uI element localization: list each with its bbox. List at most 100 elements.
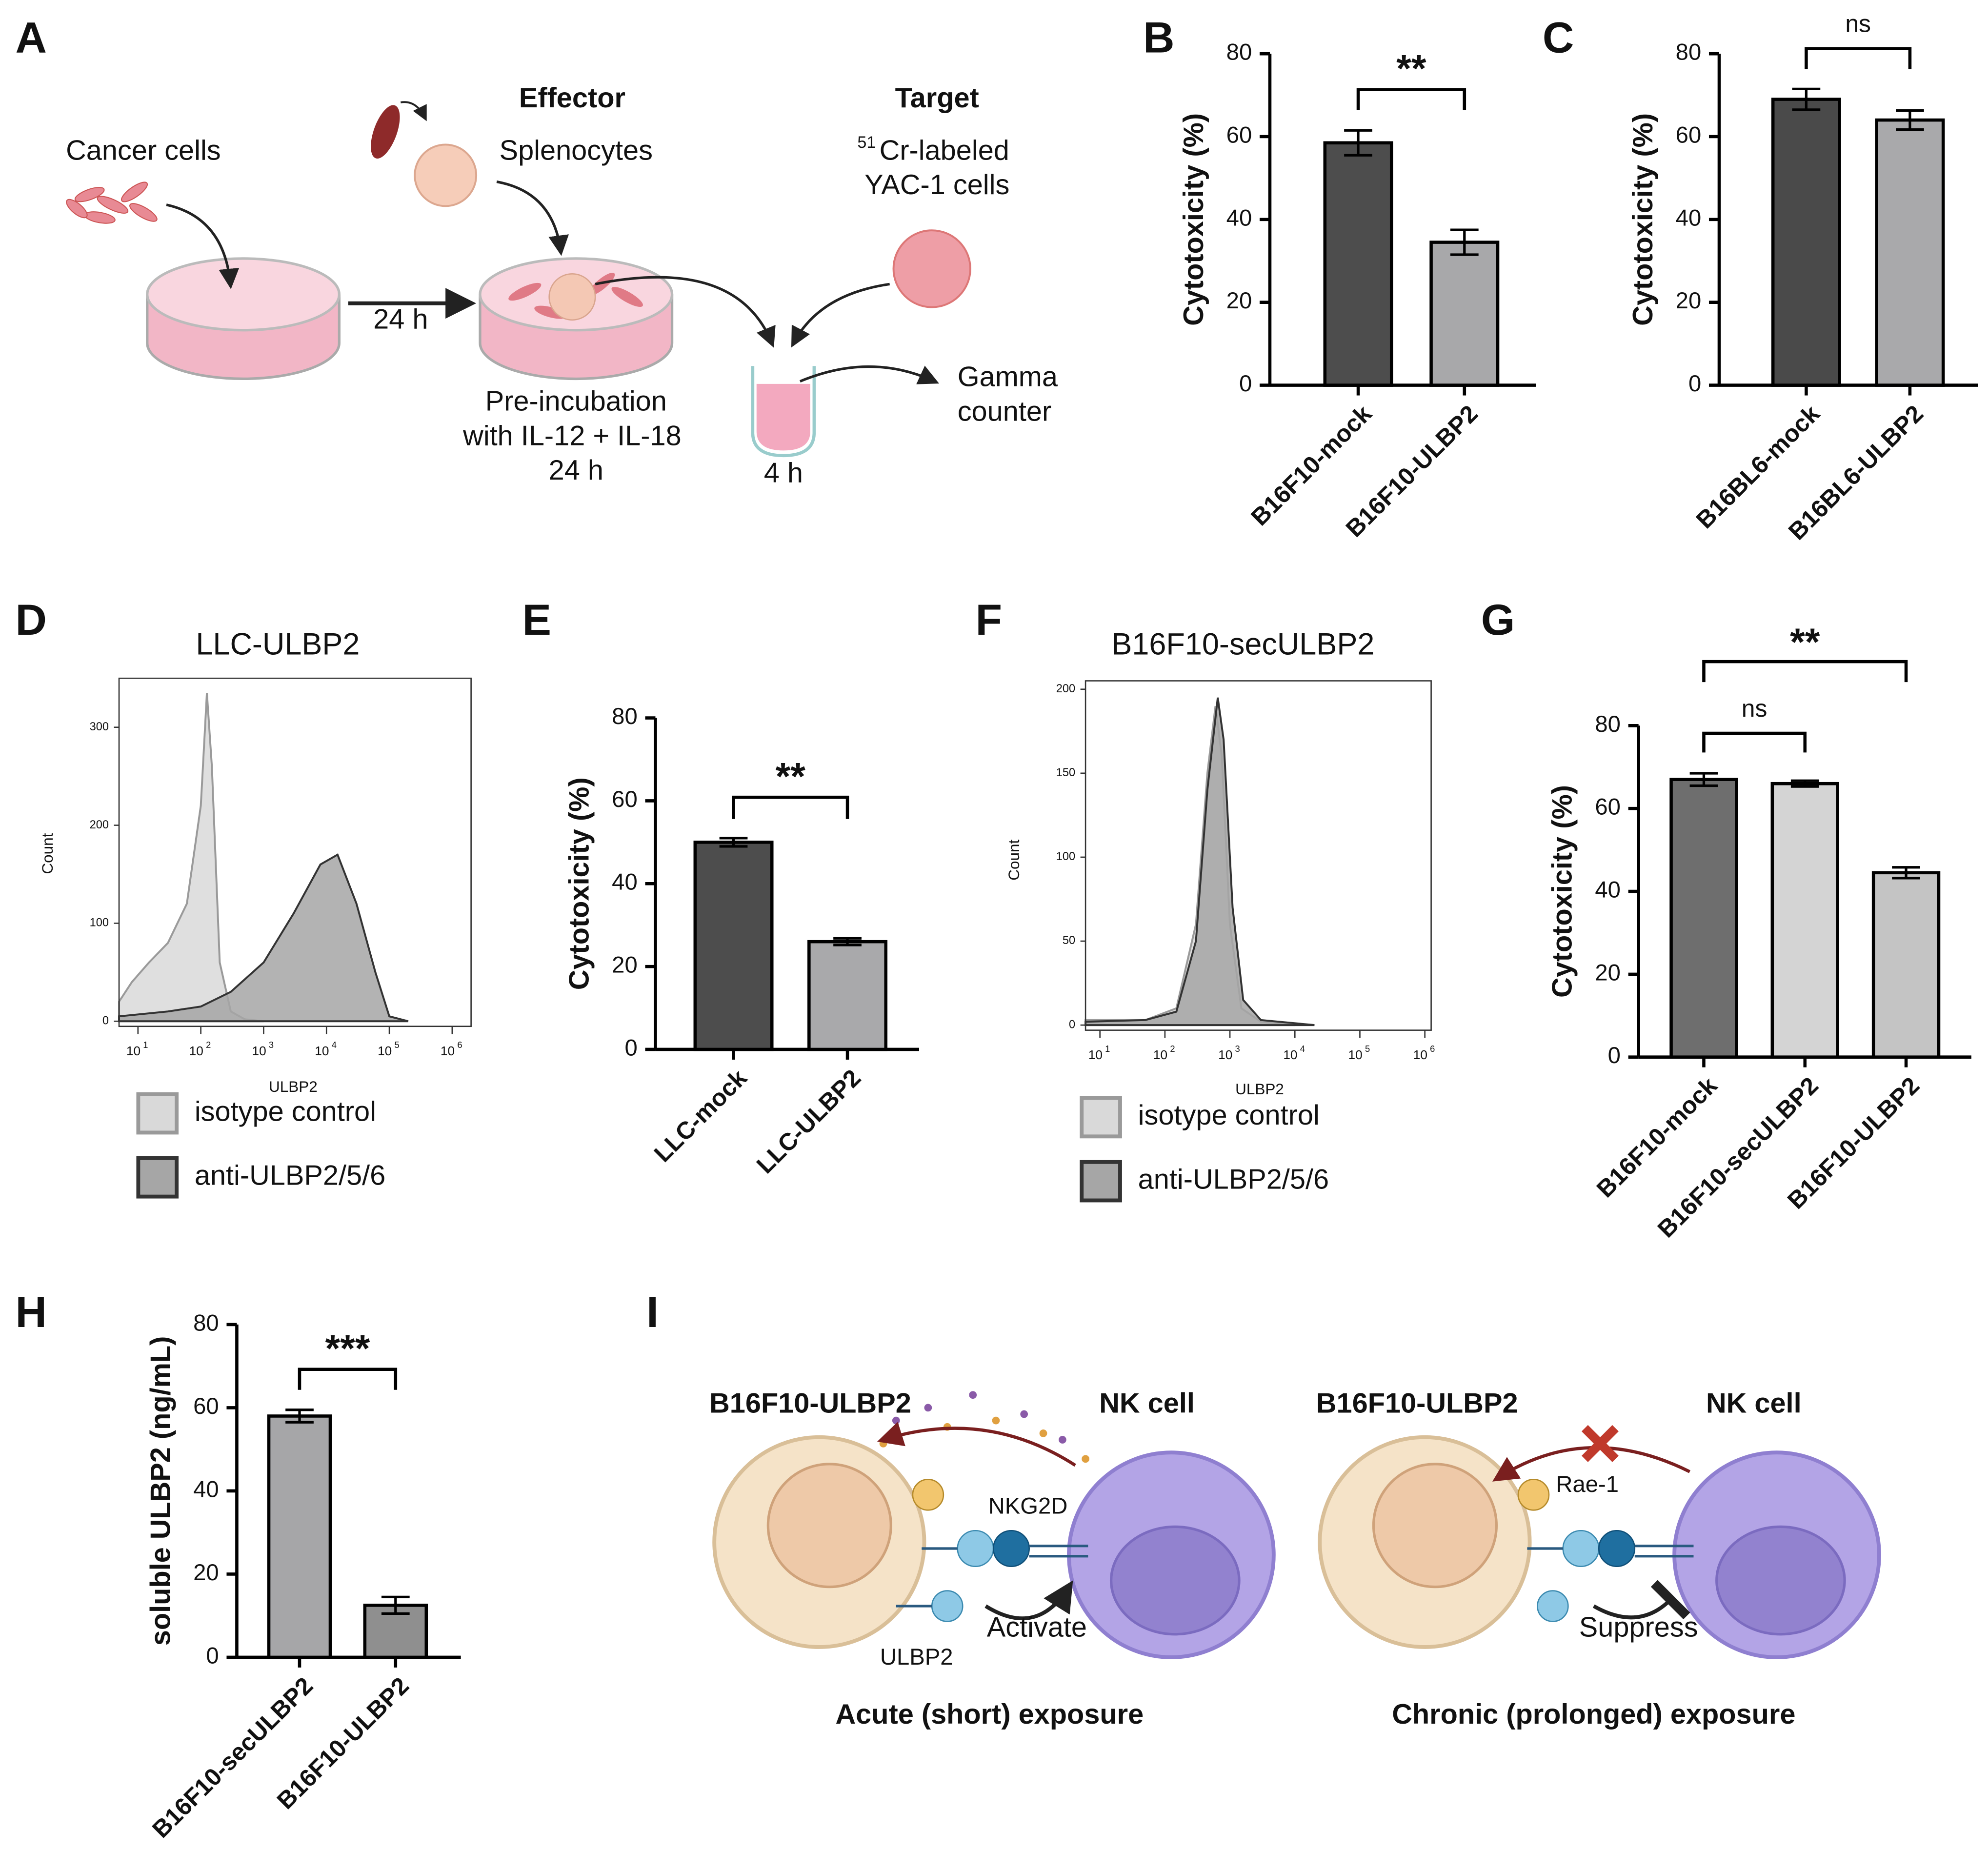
x-tick-label: 10 [1153,1047,1167,1062]
caption: Acute (short) exposure [835,1699,1144,1730]
chart-panel: E 0 20 40 60 80 Cytotoxicity (%) LLC-mockLLC-UL… [522,595,919,1179]
y-tick-label: 20 [612,952,638,978]
bar [807,940,888,1051]
y-tick-label: 100 [1056,850,1075,863]
significance-bracket [1702,731,1807,753]
x-tick-label: 10 [252,1044,266,1058]
y-tick-label: 40 [193,1476,219,1502]
label: counter [958,396,1051,427]
y-tick-label: 80 [1226,40,1252,65]
x-tick-label: 10 [378,1044,392,1058]
legend-label: anti-ULBP2/5/6 [195,1160,385,1191]
spleen-icon [371,105,400,159]
legend-swatch [136,1092,179,1135]
panel-letter: G [1481,595,1515,644]
legend-swatch [136,1156,179,1199]
y-tick-label: 40 [1595,877,1621,903]
legend-swatch [1080,1160,1122,1203]
x-tick-label: 10 [1088,1047,1103,1062]
error-bar [1344,129,1372,157]
y-tick-label: 0 [1239,371,1252,397]
label: Pre-incubation [485,386,667,417]
significance-label: ** [1396,47,1426,90]
label: Splenocytes [500,135,653,166]
error-bar [285,1408,314,1424]
y-tick-label: 20 [1595,960,1621,986]
y-tick-label: 0 [624,1035,637,1061]
y-tick-label: 40 [1226,205,1252,231]
label: Cr-labeled [880,135,1009,166]
bar [1875,118,1945,387]
bar [1429,241,1500,387]
y-tick-label: 60 [612,786,638,812]
chart-panel: F B16F10-secULBP2 isotype control anti-ULBP… [975,595,1435,1203]
x-tick-label: 10 [441,1044,455,1058]
panel-letter: B [1143,13,1174,62]
y-tick-label: 80 [193,1310,219,1336]
y-axis-label: Cytotoxicity (%) [564,777,595,990]
plot-frame [1084,680,1432,1031]
histogram-area [118,853,409,1023]
x-tick-exponent: 5 [1365,1044,1370,1054]
x-tick-exponent: 3 [1235,1044,1240,1054]
label-superscript: 51 [857,133,876,152]
panel-letter: I [646,1288,659,1336]
arrow [400,101,427,121]
y-axis-label: Count [1005,840,1023,881]
error-bar [1790,779,1819,788]
y-tick-label: 40 [1676,205,1702,231]
plot-frame [118,677,472,1027]
histogram-area [118,693,264,1023]
x-tick-exponent: 4 [1300,1044,1305,1054]
label: NKG2D [988,1493,1068,1519]
y-tick-label: 0 [1069,1018,1075,1031]
bar [693,841,774,1051]
y-axis-label: Cytotoxicity (%) [1627,113,1659,326]
histogram-area [1084,697,1315,1026]
x-tick-label: 10 [1413,1047,1427,1062]
label: Activate [987,1611,1087,1643]
panel-letter: E [522,595,552,644]
significance-bracket [298,1368,398,1390]
x-tick-label: LLC-ULBP2 [751,1064,866,1179]
chronic-scene [1318,1425,1881,1659]
panel-letter: C [1543,13,1574,62]
y-tick-label: 40 [612,869,638,895]
label: ULBP2 [880,1644,953,1670]
significance-label: *** [325,1327,370,1370]
label: Cancer cells [66,135,221,166]
dish-1 [146,257,341,381]
x-tick-label: 10 [315,1044,329,1058]
tube [751,366,816,458]
x-tick-exponent: 6 [457,1040,462,1050]
bar [1771,98,1841,387]
legend-label: isotype control [195,1096,376,1127]
legend-swatch [1080,1096,1122,1139]
y-tick-label: 20 [193,1560,219,1586]
x-tick-label: 10 [189,1044,203,1058]
arrow [799,365,940,384]
chart-title: LLC-ULBP2 [196,627,360,661]
y-tick-label: 200 [90,819,109,831]
x-tick-exponent: 5 [395,1040,400,1050]
y-axis-label: soluble ULBP2 (ng/mL) [145,1336,176,1646]
x-tick-exponent: 1 [143,1040,148,1050]
error-bar [1896,109,1924,131]
x-tick-label: 10 [1348,1047,1363,1062]
error-bar [719,837,748,848]
y-tick-label: 50 [1063,934,1075,947]
arrow [595,276,776,348]
y-tick-label: 60 [1676,122,1702,148]
x-tick-exponent: 4 [332,1040,337,1050]
x-axis-label: ULBP2 [269,1078,318,1095]
significance-label: ** [1790,621,1820,664]
error-bar [1792,87,1821,111]
x-tick-exponent: 2 [1170,1044,1175,1054]
panel-letter: H [15,1288,46,1336]
y-tick-label: 200 [1056,683,1075,695]
y-tick-label: 0 [1688,371,1701,397]
y-tick-label: 20 [1676,288,1702,314]
label: B16F10-ULBP2 [1316,1388,1518,1419]
